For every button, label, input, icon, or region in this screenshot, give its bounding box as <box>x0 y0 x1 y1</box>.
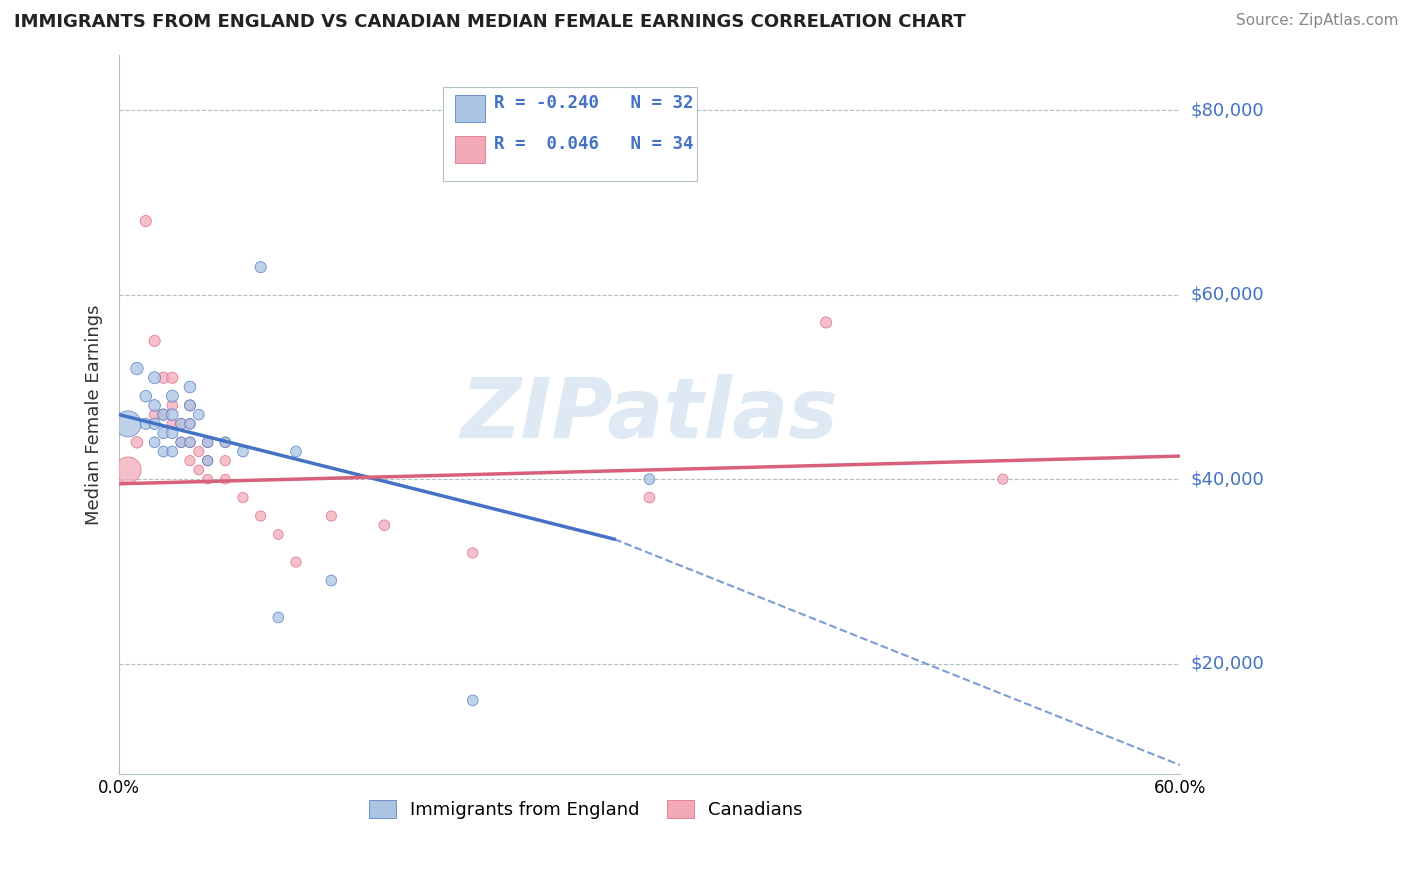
FancyBboxPatch shape <box>456 136 485 163</box>
Point <box>197 435 219 450</box>
Point <box>143 334 166 348</box>
Point <box>125 361 148 376</box>
Point <box>162 399 184 413</box>
Point <box>321 509 343 524</box>
Point <box>179 380 201 394</box>
Point <box>143 408 166 422</box>
Point <box>135 214 157 228</box>
Point <box>152 444 174 458</box>
Point <box>143 399 166 413</box>
Point <box>179 435 201 450</box>
Text: $40,000: $40,000 <box>1191 470 1264 488</box>
Y-axis label: Median Female Earnings: Median Female Earnings <box>86 304 103 524</box>
Point <box>152 426 174 441</box>
Point <box>125 435 148 450</box>
Text: R = -0.240   N = 32: R = -0.240 N = 32 <box>494 94 693 112</box>
Point <box>152 408 174 422</box>
Point <box>214 472 236 486</box>
Point <box>143 417 166 431</box>
Point <box>143 371 166 385</box>
Point <box>638 472 661 486</box>
Point <box>214 454 236 468</box>
Point <box>197 435 219 450</box>
Point <box>179 417 201 431</box>
Point <box>162 444 184 458</box>
Point <box>162 426 184 441</box>
Point <box>187 408 209 422</box>
Point <box>638 491 661 505</box>
Point <box>249 509 271 524</box>
Point <box>461 546 484 560</box>
Point <box>135 389 157 403</box>
Point <box>197 472 219 486</box>
FancyBboxPatch shape <box>443 87 697 181</box>
Point <box>267 610 290 624</box>
Text: $80,000: $80,000 <box>1191 102 1264 120</box>
Point <box>214 435 236 450</box>
Point <box>232 491 254 505</box>
Point <box>815 315 838 329</box>
Text: Source: ZipAtlas.com: Source: ZipAtlas.com <box>1236 13 1399 29</box>
Point <box>232 444 254 458</box>
Text: $60,000: $60,000 <box>1191 285 1264 304</box>
FancyBboxPatch shape <box>456 95 485 122</box>
Point <box>117 463 139 477</box>
Point <box>162 389 184 403</box>
Point <box>135 417 157 431</box>
Point <box>197 454 219 468</box>
Point <box>179 417 201 431</box>
Point <box>117 417 139 431</box>
Point <box>162 408 184 422</box>
Legend: Immigrants from England, Canadians: Immigrants from England, Canadians <box>361 792 810 826</box>
Point <box>197 454 219 468</box>
Point <box>321 574 343 588</box>
Point <box>285 444 308 458</box>
Point <box>143 435 166 450</box>
Point <box>285 555 308 569</box>
Text: IMMIGRANTS FROM ENGLAND VS CANADIAN MEDIAN FEMALE EARNINGS CORRELATION CHART: IMMIGRANTS FROM ENGLAND VS CANADIAN MEDI… <box>14 13 966 31</box>
Point <box>152 371 174 385</box>
Point <box>152 408 174 422</box>
Text: ZIPatlas: ZIPatlas <box>461 374 838 455</box>
Point <box>170 435 193 450</box>
Point <box>991 472 1014 486</box>
Point <box>179 454 201 468</box>
Point <box>170 417 193 431</box>
Point <box>162 417 184 431</box>
Point <box>249 260 271 274</box>
Point <box>179 435 201 450</box>
Point <box>179 399 201 413</box>
Point <box>267 527 290 541</box>
Point <box>214 435 236 450</box>
Point <box>187 463 209 477</box>
Point <box>162 371 184 385</box>
Point <box>170 417 193 431</box>
Point <box>170 435 193 450</box>
Point <box>461 693 484 707</box>
Text: $20,000: $20,000 <box>1191 655 1264 673</box>
Point <box>187 444 209 458</box>
Point <box>373 518 395 533</box>
Text: R =  0.046   N = 34: R = 0.046 N = 34 <box>494 135 693 153</box>
Point <box>179 399 201 413</box>
